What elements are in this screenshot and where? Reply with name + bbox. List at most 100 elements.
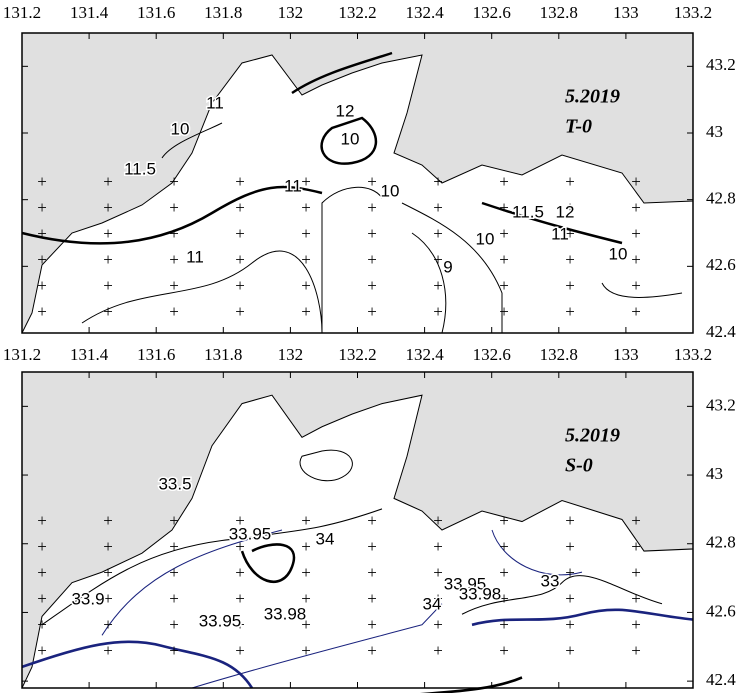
x-tick-label: 133 — [613, 3, 639, 22]
station: + — [499, 563, 509, 582]
station: + — [169, 615, 179, 634]
station: + — [433, 615, 443, 634]
station: + — [103, 563, 113, 582]
contour-label: 33.95 — [199, 611, 242, 630]
contour-label: 10 — [341, 129, 360, 148]
station: + — [433, 276, 443, 295]
x-tick-label: 131.8 — [204, 345, 242, 364]
station: + — [235, 563, 245, 582]
station: + — [103, 172, 113, 191]
station: + — [433, 172, 443, 191]
x-tick-label: 131.4 — [70, 345, 109, 364]
station: + — [499, 615, 509, 634]
station: + — [433, 224, 443, 243]
contour-line — [411, 232, 447, 334]
station: + — [37, 198, 47, 217]
contour-label: 9 — [443, 257, 452, 276]
station: + — [367, 224, 377, 243]
station: + — [301, 224, 311, 243]
station: + — [565, 250, 575, 269]
contour-line — [161, 122, 223, 159]
x-tick-label: 132.2 — [338, 3, 376, 22]
contour-label: 10 — [381, 181, 400, 200]
station: + — [37, 563, 47, 582]
station: + — [301, 276, 311, 295]
contour-label: 33.5 — [158, 474, 191, 493]
station: + — [565, 302, 575, 321]
station: + — [301, 198, 311, 217]
x-tick-label: 132.4 — [405, 3, 444, 22]
station: + — [631, 302, 641, 321]
x-tick-label: 131.6 — [137, 3, 175, 22]
station: + — [37, 250, 47, 269]
station: + — [169, 250, 179, 269]
contour-label: 10 — [609, 244, 628, 263]
station: + — [499, 224, 509, 243]
station: + — [631, 511, 641, 530]
station: + — [433, 198, 443, 217]
station: + — [235, 537, 245, 556]
x-tick-label: 131.8 — [204, 3, 242, 22]
contour-label: 12 — [556, 202, 575, 221]
station: + — [367, 615, 377, 634]
contours — [21, 51, 683, 334]
map-panel: + + + + + + + + + + + + + + + + + + + + + + + + + + + + + + + + + + + + + + + +… — [3, 3, 736, 341]
station: + — [235, 172, 245, 191]
y-tick-label: 42.8 — [706, 189, 736, 208]
station: + — [103, 537, 113, 556]
station: + — [37, 537, 47, 556]
station: + — [37, 302, 47, 321]
station: + — [103, 198, 113, 217]
station: + — [433, 250, 443, 269]
y-tick-label: 42.6 — [706, 255, 736, 274]
x-tick-label: 132.6 — [473, 345, 511, 364]
contour-label: 10 — [476, 229, 495, 248]
station: + — [103, 302, 113, 321]
station: + — [301, 511, 311, 530]
station: + — [631, 589, 641, 608]
station: + — [235, 198, 245, 217]
station: + — [235, 302, 245, 321]
station: + — [367, 641, 377, 660]
y-tick-label: 42.6 — [706, 601, 736, 620]
y-tick-label: 42.4 — [706, 670, 736, 689]
station: + — [499, 276, 509, 295]
contours — [21, 449, 694, 698]
contour-line — [291, 51, 393, 95]
contour-line — [21, 185, 323, 245]
station: + — [301, 537, 311, 556]
station: + — [433, 302, 443, 321]
contour-label: 33.98 — [264, 604, 307, 623]
station: + — [499, 172, 509, 191]
contour-line — [101, 529, 283, 636]
station: + — [565, 198, 575, 217]
map-panel: + + + + + + + + + + + + + + + + + + + + + + + + + + + + + + + + + + + + + + + +… — [3, 345, 736, 698]
x-tick-label: 131.2 — [3, 3, 41, 22]
station: + — [169, 276, 179, 295]
station: + — [367, 276, 377, 295]
station: + — [433, 589, 443, 608]
contour-line — [601, 282, 683, 298]
station: + — [169, 511, 179, 530]
station: + — [367, 198, 377, 217]
station: + — [37, 511, 47, 530]
panel-label: S-0 — [565, 455, 593, 477]
station: + — [103, 250, 113, 269]
x-tick-label: 132.6 — [473, 3, 511, 22]
station: + — [565, 537, 575, 556]
x-tick-label: 132 — [278, 3, 304, 22]
contour-line — [321, 186, 383, 333]
station: + — [565, 589, 575, 608]
station: + — [499, 250, 509, 269]
station: + — [367, 511, 377, 530]
station: + — [169, 589, 179, 608]
x-tick-label: 132.4 — [405, 345, 444, 364]
station: + — [103, 224, 113, 243]
contour-label: 34 — [316, 529, 335, 548]
station: + — [169, 198, 179, 217]
contour-line — [491, 529, 583, 576]
contour-line — [401, 202, 503, 333]
contour-label: 33 — [541, 571, 560, 590]
station: + — [631, 615, 641, 634]
station: + — [433, 511, 443, 530]
